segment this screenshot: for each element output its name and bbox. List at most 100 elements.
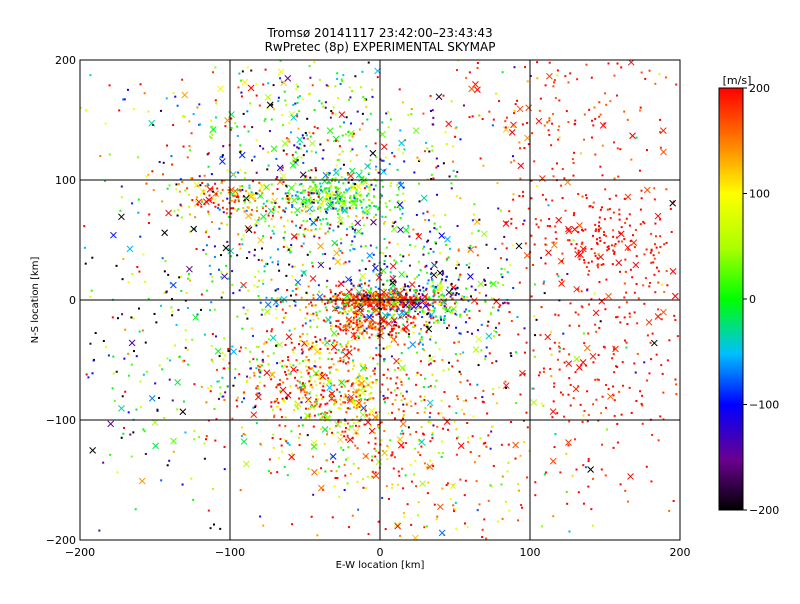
scatter-point: [123, 427, 125, 429]
scatter-point: [346, 209, 348, 211]
scatter-point: [198, 436, 200, 438]
scatter-point: [627, 119, 629, 121]
scatter-point: [273, 206, 275, 208]
scatter-point: [428, 279, 430, 281]
scatter-point: [326, 212, 328, 214]
scatter-point: [522, 223, 524, 225]
scatter-point: [352, 322, 354, 324]
scatter-point: [315, 384, 317, 386]
scatter-point: [270, 257, 272, 259]
scatter-point: [421, 339, 423, 341]
scatter-point: [318, 196, 320, 198]
scatter-point: [341, 386, 343, 388]
scatter-point: [213, 408, 215, 410]
scatter-point: [433, 360, 435, 362]
scatter-point: [291, 211, 293, 213]
scatter-point: [535, 218, 537, 220]
scatter-point: [401, 399, 403, 401]
scatter-point: [314, 184, 316, 186]
scatter-point: [369, 295, 371, 297]
scatter-point: [243, 234, 245, 236]
scatter-point: [303, 220, 305, 222]
scatter-point: [510, 421, 512, 423]
scatter-point: [124, 391, 126, 393]
scatter-point-x: [282, 140, 288, 146]
scatter-point: [393, 314, 395, 316]
scatter-point: [277, 263, 279, 265]
scatter-point: [270, 401, 272, 403]
scatter-point: [349, 305, 351, 307]
scatter-point: [339, 323, 341, 325]
scatter-point: [315, 372, 317, 374]
scatter-point: [458, 248, 460, 250]
scatter-point: [484, 300, 486, 302]
scatter-point: [93, 359, 95, 361]
scatter-point: [519, 147, 521, 149]
scatter-point: [301, 224, 303, 226]
scatter-point: [536, 319, 538, 321]
scatter-point-x: [590, 353, 596, 359]
scatter-point: [146, 371, 148, 373]
scatter-point: [457, 287, 459, 289]
scatter-point: [428, 150, 430, 152]
scatter-point: [399, 254, 401, 256]
scatter-point: [277, 100, 279, 102]
scatter-point: [308, 194, 310, 196]
scatter-point: [319, 366, 321, 368]
scatter-point: [391, 451, 393, 453]
scatter-point-x: [278, 69, 284, 75]
scatter-point: [210, 385, 212, 387]
scatter-point: [273, 226, 275, 228]
scatter-point: [488, 500, 490, 502]
scatter-point: [446, 276, 448, 278]
scatter-point: [451, 283, 453, 285]
scatter-point: [667, 359, 669, 361]
scatter-point: [433, 227, 435, 229]
scatter-point: [109, 454, 111, 456]
scatter-point: [209, 265, 211, 267]
scatter-point: [271, 328, 273, 330]
scatter-point: [332, 257, 334, 259]
scatter-point: [513, 160, 515, 162]
scatter-point: [598, 253, 600, 255]
scatter-point: [362, 113, 364, 115]
scatter-point: [216, 193, 218, 195]
scatter-point: [542, 194, 544, 196]
scatter-point: [536, 77, 538, 79]
scatter-point-x: [476, 336, 482, 342]
scatter-point: [448, 324, 450, 326]
scatter-point: [224, 354, 226, 356]
scatter-point: [554, 433, 556, 435]
scatter-point: [452, 146, 454, 148]
scatter-point: [258, 182, 260, 184]
scatter-point: [239, 350, 241, 352]
scatter-point: [213, 524, 215, 526]
scatter-point: [275, 399, 277, 401]
scatter-point: [86, 373, 88, 375]
scatter-point-x: [291, 367, 297, 373]
scatter-point: [458, 264, 460, 266]
scatter-point: [431, 279, 433, 281]
scatter-point: [655, 235, 657, 237]
scatter-point: [592, 235, 594, 237]
scatter-point: [180, 290, 182, 292]
scatter-point: [212, 71, 214, 73]
scatter-point: [199, 123, 201, 125]
scatter-point: [222, 207, 224, 209]
scatter-point: [343, 435, 345, 437]
scatter-point: [538, 374, 540, 376]
scatter-point: [281, 114, 283, 116]
scatter-point: [355, 207, 357, 209]
scatter-point: [361, 232, 363, 234]
scatter-point: [383, 360, 385, 362]
scatter-point: [597, 266, 599, 268]
scatter-point: [226, 212, 228, 214]
scatter-point: [523, 220, 525, 222]
scatter-point: [390, 295, 392, 297]
scatter-point: [315, 374, 317, 376]
scatter-point: [177, 105, 179, 107]
scatter-point-x: [672, 293, 678, 299]
scatter-point: [318, 472, 320, 474]
scatter-point: [520, 504, 522, 506]
scatter-point: [596, 242, 598, 244]
